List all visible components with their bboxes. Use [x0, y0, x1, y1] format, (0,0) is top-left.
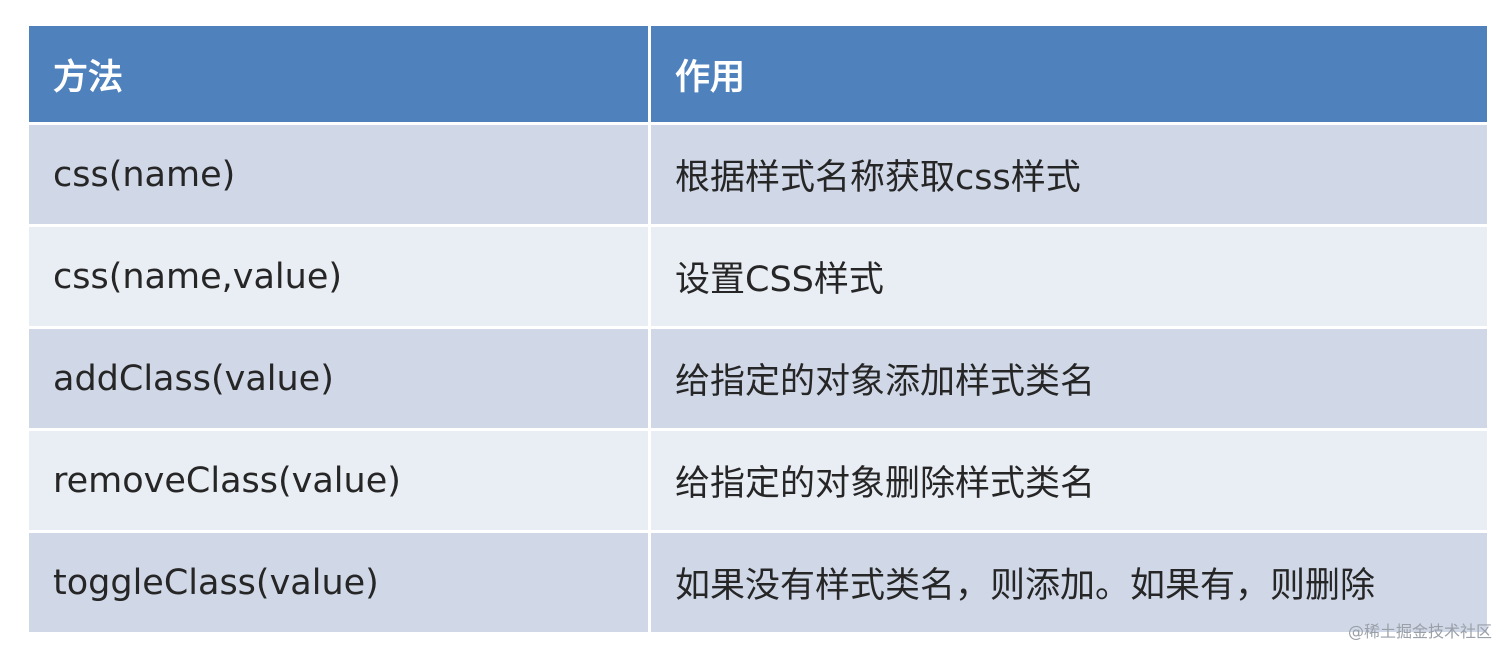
- table-row: toggleClass(value) 如果没有样式类名，则添加。如果有，则删除: [26, 530, 1490, 635]
- method-cell: addClass(value): [26, 326, 651, 431]
- method-cell: css(name): [26, 122, 651, 227]
- table-row: css(name,value) 设置CSS样式: [26, 224, 1490, 329]
- method-cell: removeClass(value): [26, 428, 651, 533]
- header-effect: 作用: [648, 23, 1490, 125]
- method-cell: toggleClass(value): [26, 530, 651, 635]
- methods-table: 方法 作用 css(name) 根据样式名称获取css样式 css(name,v…: [26, 23, 1490, 635]
- effect-cell: 根据样式名称获取css样式: [648, 122, 1490, 227]
- header-method: 方法: [26, 23, 651, 125]
- effect-cell: 给指定的对象添加样式类名: [648, 326, 1490, 431]
- header-row: 方法 作用: [26, 23, 1490, 125]
- effect-cell: 如果没有样式类名，则添加。如果有，则删除: [648, 530, 1490, 635]
- effect-cell: 设置CSS样式: [648, 224, 1490, 329]
- table-row: addClass(value) 给指定的对象添加样式类名: [26, 326, 1490, 431]
- table-row: removeClass(value) 给指定的对象删除样式类名: [26, 428, 1490, 533]
- table-row: css(name) 根据样式名称获取css样式: [26, 122, 1490, 227]
- method-cell: css(name,value): [26, 224, 651, 329]
- watermark: @稀土掘金技术社区: [1347, 622, 1492, 641]
- effect-cell: 给指定的对象删除样式类名: [648, 428, 1490, 533]
